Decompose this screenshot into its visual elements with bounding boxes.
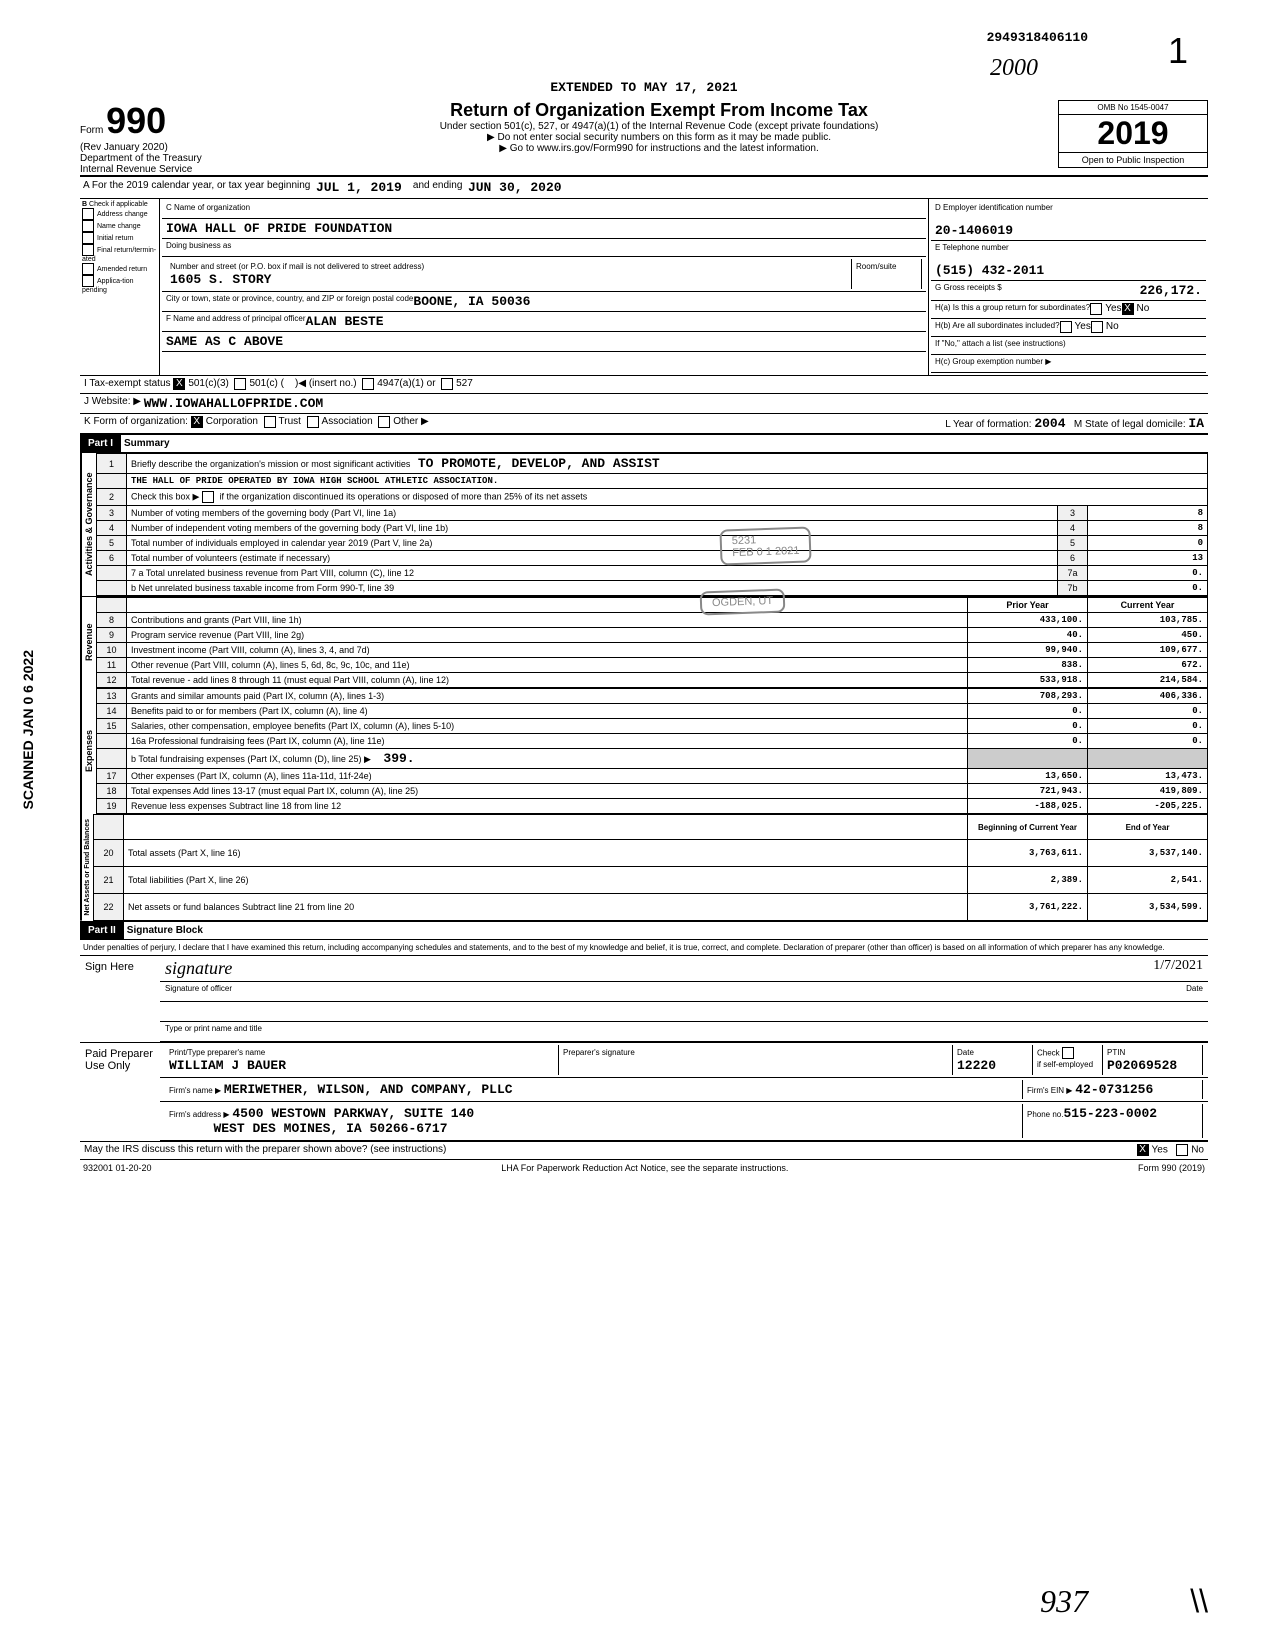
checkbox-column: B Check if applicable Address change Nam… bbox=[80, 199, 160, 375]
irs-no-checkbox[interactable] bbox=[1176, 1144, 1188, 1156]
officer: ALAN BESTE bbox=[305, 314, 383, 329]
hand-number: 937 bbox=[1040, 1583, 1088, 1620]
org-name: IOWA HALL OF PRIDE FOUNDATION bbox=[166, 221, 392, 236]
row-a-mid: and ending bbox=[413, 180, 463, 195]
officer-addr: SAME AS C ABOVE bbox=[166, 334, 283, 349]
self-emp-checkbox[interactable] bbox=[1062, 1047, 1074, 1059]
ha-yes-checkbox[interactable] bbox=[1090, 303, 1102, 315]
form-990: 990 bbox=[106, 100, 166, 141]
firm-ein: 42-0731256 bbox=[1075, 1082, 1153, 1097]
subtitle1: Under section 501(c), 527, or 4947(a)(1)… bbox=[260, 121, 1058, 132]
net-table: Beginning of Current YearEnd of Year 20T… bbox=[93, 814, 1208, 921]
footer-form: Form 990 (2019) bbox=[1138, 1163, 1205, 1173]
trust-checkbox[interactable] bbox=[264, 416, 276, 428]
preparer-name: WILLIAM J BAUER bbox=[169, 1058, 286, 1073]
subtitle3: ▶ Go to www.irs.gov/Form990 for instruct… bbox=[260, 143, 1058, 154]
omb-number: OMB No 1545-0047 bbox=[1059, 101, 1207, 115]
form-prefix: Form bbox=[80, 125, 103, 136]
state: IA bbox=[1188, 416, 1204, 431]
initial-return-checkbox[interactable] bbox=[82, 232, 94, 244]
gross-receipts: 226,172. bbox=[1140, 283, 1202, 298]
corp-checkbox[interactable]: X bbox=[191, 416, 203, 428]
omb-box: OMB No 1545-0047 2019 Open to Public Ins… bbox=[1058, 100, 1208, 168]
title-column: Return of Organization Exempt From Incom… bbox=[260, 100, 1058, 154]
governance-table: 1Briefly describe the organization's mis… bbox=[96, 453, 1208, 596]
inspection: Open to Public Inspection bbox=[1059, 152, 1207, 167]
footer-code: 932001 01-20-20 bbox=[83, 1163, 152, 1173]
ha-no-checkbox[interactable]: X bbox=[1122, 303, 1134, 315]
name-column: C Name of organization IOWA HALL OF PRID… bbox=[160, 199, 928, 375]
assoc-checkbox[interactable] bbox=[307, 416, 319, 428]
footer: 932001 01-20-20 LHA For Paperwork Reduct… bbox=[80, 1160, 1208, 1176]
irs-yes-checkbox[interactable]: X bbox=[1137, 1144, 1149, 1156]
section-b: B Check if applicable Address change Nam… bbox=[80, 199, 1208, 376]
paid-preparer-row: Paid Preparer Use Only Print/Type prepar… bbox=[80, 1043, 1208, 1142]
501c-checkbox[interactable] bbox=[234, 378, 246, 390]
final-return-checkbox[interactable] bbox=[82, 244, 94, 256]
hb-no-checkbox[interactable] bbox=[1091, 321, 1103, 333]
irs: Internal Revenue Service bbox=[80, 164, 192, 175]
4947-checkbox[interactable] bbox=[362, 378, 374, 390]
firm-addr1: 4500 WESTOWN PARKWAY, SUITE 140 bbox=[232, 1106, 474, 1121]
other-checkbox[interactable] bbox=[378, 416, 390, 428]
city: BOONE, IA 50036 bbox=[413, 294, 530, 309]
governance-label: Activities & Governance bbox=[80, 453, 96, 596]
line2-checkbox[interactable] bbox=[202, 491, 214, 503]
rev-date: (Rev January 2020) bbox=[80, 142, 168, 153]
hb-yes-checkbox[interactable] bbox=[1060, 321, 1072, 333]
revenue-label: Revenue bbox=[80, 597, 96, 688]
firm-addr2: WEST DES MOINES, IA 50266-6717 bbox=[213, 1121, 447, 1136]
received-stamp: 5231 FEB 0 1 2021 bbox=[719, 526, 811, 565]
subtitle2: ▶ Do not enter social security numbers o… bbox=[260, 132, 1058, 143]
row-j: J Website: ▶ WWW.IOWAHALLOFPRIDE.COM bbox=[80, 394, 1208, 414]
sign-here-row: Sign Here signature1/7/2021 Signature of… bbox=[80, 956, 1208, 1043]
cursive-year: 2000 bbox=[990, 55, 1038, 82]
expenses-table: 13Grants and similar amounts paid (Part … bbox=[96, 688, 1208, 814]
row-a: A For the 2019 calendar year, or tax yea… bbox=[80, 175, 1208, 199]
scanned-stamp: SCANNED JAN 0 6 2022 bbox=[20, 650, 36, 810]
tax-year: 2019 bbox=[1059, 115, 1207, 152]
footer-lha: LHA For Paperwork Reduction Act Notice, … bbox=[501, 1163, 788, 1173]
net-label: Net Assets or Fund Balances bbox=[80, 814, 93, 921]
part1-header: Part I Summary bbox=[80, 434, 1208, 453]
end-date: JUN 30, 2020 bbox=[468, 180, 562, 195]
expenses-label: Expenses bbox=[80, 688, 96, 814]
row-i: I Tax-exempt status X501(c)(3) 501(c) ( … bbox=[80, 376, 1208, 394]
revenue-table: Prior YearCurrent Year 8Contributions an… bbox=[96, 597, 1208, 688]
addr-change-checkbox[interactable] bbox=[82, 208, 94, 220]
ein: 20-1406019 bbox=[935, 223, 1202, 238]
hand-mark: \\ bbox=[1190, 1583, 1208, 1620]
right-column: D Employer identification number20-14060… bbox=[928, 199, 1208, 375]
page-number: 1 bbox=[1168, 30, 1188, 72]
website: WWW.IOWAHALLOFPRIDE.COM bbox=[144, 396, 323, 411]
year-formation: 2004 bbox=[1034, 416, 1065, 431]
street: 1605 S. STORY bbox=[170, 272, 271, 287]
501c3-checkbox[interactable]: X bbox=[173, 378, 185, 390]
row-k: K Form of organization: XCorporation Tru… bbox=[80, 414, 1208, 434]
ogden-stamp: OGDEN, UT bbox=[700, 589, 786, 616]
penalty-text: Under penalties of perjury, I declare th… bbox=[80, 940, 1208, 956]
firm-name: MERIWETHER, WILSON, AND COMPANY, PLLC bbox=[224, 1082, 513, 1097]
dept: Department of the Treasury bbox=[80, 153, 202, 164]
part2-header: Part II Signature Block bbox=[80, 921, 1208, 940]
firm-phone: 515-223-0002 bbox=[1063, 1106, 1157, 1121]
amended-checkbox[interactable] bbox=[82, 263, 94, 275]
527-checkbox[interactable] bbox=[441, 378, 453, 390]
ptin: P02069528 bbox=[1107, 1058, 1177, 1073]
may-irs-row: May the IRS discuss this return with the… bbox=[80, 1142, 1208, 1160]
top-number: 2949318406110 bbox=[987, 30, 1088, 45]
application-checkbox[interactable] bbox=[82, 275, 94, 287]
form-label-block: Form 990 (Rev January 2020) Department o… bbox=[80, 100, 260, 175]
main-title: Return of Organization Exempt From Incom… bbox=[260, 100, 1058, 121]
extended-date: EXTENDED TO MAY 17, 2021 bbox=[80, 80, 1208, 95]
begin-date: JUL 1, 2019 bbox=[316, 180, 402, 195]
phone: (515) 432-2011 bbox=[935, 263, 1202, 278]
name-change-checkbox[interactable] bbox=[82, 220, 94, 232]
row-a-label: A For the 2019 calendar year, or tax yea… bbox=[83, 180, 310, 195]
